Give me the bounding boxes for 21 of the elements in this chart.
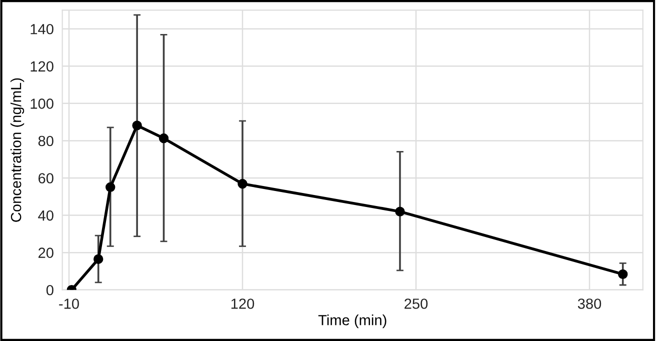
y-tick-label: 20 [38, 248, 54, 258]
y-tick-label: 60 [38, 173, 54, 184]
y-tick-label: 40 [38, 210, 54, 221]
y-tick-label: 0 [46, 284, 54, 296]
point [132, 120, 142, 130]
x-tick-label: 250 [404, 298, 428, 309]
point [106, 182, 116, 192]
point [395, 206, 405, 216]
y-tick-label: 80 [38, 136, 54, 146]
y-axis-title: Concentration (ng/mL) [10, 78, 24, 222]
y-tick-label: 100 [30, 98, 54, 109]
x-tick-label: -10 [59, 298, 79, 309]
y-tick-label: 120 [30, 61, 54, 72]
point [238, 178, 248, 189]
x-axis-title: Time (min) [318, 314, 386, 328]
x-tick-label: 380 [578, 298, 602, 309]
y-tick-label: 140 [30, 24, 54, 34]
point [93, 254, 104, 264]
x-tick-label: 120 [231, 298, 254, 309]
point [158, 133, 169, 144]
point [618, 269, 628, 280]
